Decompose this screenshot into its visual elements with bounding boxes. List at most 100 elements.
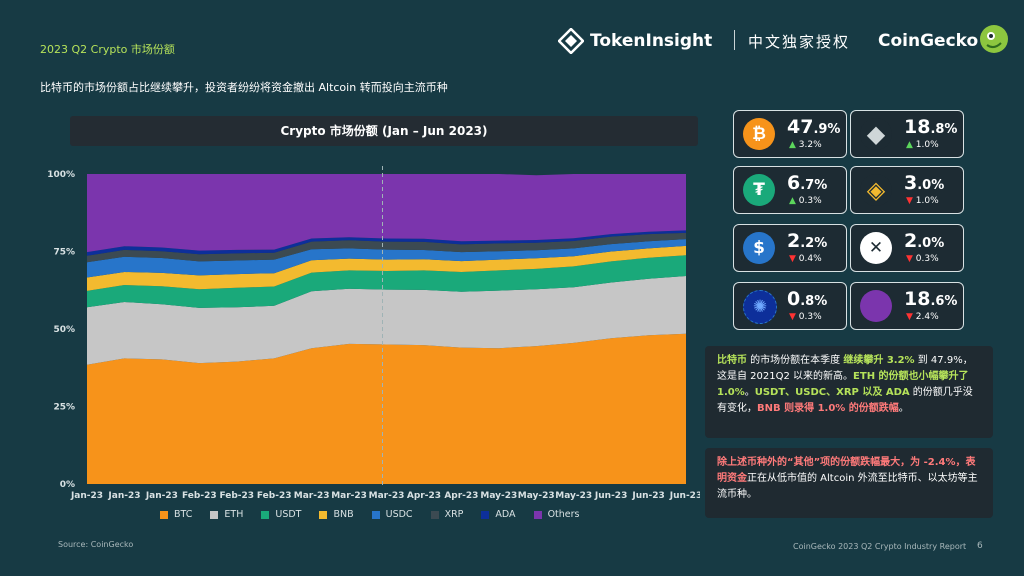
area-usdc xyxy=(87,239,686,278)
share-value: 47.9% xyxy=(787,116,841,138)
share-value: 6.7% xyxy=(787,172,828,194)
legend-swatch xyxy=(481,510,490,519)
note-stablecoins: USDT、USDC、XRP 以及 ADA xyxy=(754,387,910,398)
y-tick-label: 75% xyxy=(53,248,75,258)
legend-label: USDT xyxy=(275,509,302,520)
xrp-icon: ✕ xyxy=(860,232,892,264)
legend-item-eth: ETH xyxy=(210,509,243,520)
report-tag: 2023 Q2 Crypto 市场份额 xyxy=(40,43,175,56)
usdt-icon: ₮ xyxy=(743,174,775,206)
report-footer: CoinGecko 2023 Q2 Crypto Industry Report xyxy=(793,542,967,551)
note-eth-rise: ETH 的份额也小幅攀升了 1.0% xyxy=(717,371,969,398)
legend-swatch xyxy=(261,510,270,519)
x-tick-label: Feb-23 xyxy=(219,491,254,501)
legend-swatch xyxy=(210,510,219,519)
card-usdc: $2.2% ▼ 0.4% xyxy=(733,224,847,272)
x-tick-label: Feb-23 xyxy=(182,491,217,501)
usdc-icon: $ xyxy=(743,232,775,264)
btc-icon: ₿ xyxy=(743,118,775,150)
legend-swatch xyxy=(319,510,328,519)
legend-item-ada: ADA xyxy=(481,509,516,520)
legend-label: XRP xyxy=(444,509,464,520)
x-axis: Jan-23 Jan-23 Jan-23 Feb-23 Feb-23 Feb-23 Mar-… xyxy=(70,491,700,501)
card-eth: ◆ 18.8% ▲ 1.0% xyxy=(850,110,964,158)
y-tick-label: 100% xyxy=(47,170,75,180)
others-icon xyxy=(860,290,892,322)
note-btc: 比特币 xyxy=(717,355,747,366)
legend-label: BTC xyxy=(174,509,193,520)
legend-swatch xyxy=(430,510,439,519)
share-value: 2.0% xyxy=(904,230,945,252)
legend-item-others: Others xyxy=(533,509,580,520)
note-text: 的市场份额在本季度 xyxy=(747,355,844,366)
brand-divider xyxy=(734,30,735,50)
note-others-fall: 除上述币种外的“其他”项的份额跌幅最大，为 -2.4%，表明资金 xyxy=(717,457,976,484)
note-text: 的份额几乎没有变化， xyxy=(717,387,973,414)
area-btc xyxy=(87,333,686,484)
y-tick-label: 0% xyxy=(60,480,75,490)
note-text: 。 xyxy=(744,387,755,398)
legend-label: ETH xyxy=(224,509,244,520)
x-tick-label: Feb-23 xyxy=(257,491,292,501)
x-tick-label: May-23 xyxy=(518,491,555,501)
legend-swatch xyxy=(533,510,542,519)
card-xrp: ✕ 2.0% ▼ 0.3% xyxy=(850,224,964,272)
source-label: Source: CoinGecko xyxy=(58,540,134,549)
x-tick-label: Mar-23 xyxy=(331,491,367,501)
page-subtitle: 比特币的市场份额占比继续攀升，投资者纷纷将资金撤出 Altcoin 转而投向主流… xyxy=(40,81,448,94)
y-axis: 100% 75% 50% 25% 0% xyxy=(47,170,75,490)
x-tick-label: Jun-23 xyxy=(669,491,700,501)
x-tick-label: Jan-23 xyxy=(107,491,140,501)
tokeninsight-icon xyxy=(558,28,584,54)
chart-legend: BTC ETH USDT BNB USDC XRP ADA Others xyxy=(160,509,580,520)
legend-item-bnb: BNB xyxy=(319,509,354,520)
share-change: ▼ 0.3% xyxy=(789,312,822,322)
x-tick-label: Jun-23 xyxy=(631,491,664,501)
legend-label: Others xyxy=(547,509,580,520)
arrow-down-icon: ▼ xyxy=(906,196,916,206)
ada-icon: ✺ xyxy=(743,290,777,324)
note-text: 到 47.9%，这是自 2021Q2 以来的新高。 xyxy=(717,355,973,382)
share-change: ▼ 0.3% xyxy=(906,254,939,264)
legend-item-usdt: USDT xyxy=(261,509,301,520)
card-bnb: ◈ 3.0% ▼ 1.0% xyxy=(850,166,964,214)
market-share-chart: 100% 75% 50% 25% 0% Jan-23 Jan-23 Jan-23 Feb-23… xyxy=(47,166,700,501)
x-tick-label: Apr-23 xyxy=(407,491,441,501)
card-btc: ₿ 47.9% ▲ 3.2% xyxy=(733,110,847,158)
area-others xyxy=(87,174,686,253)
share-value: 2.2% xyxy=(787,230,828,252)
arrow-down-icon: ▼ xyxy=(789,312,799,322)
tokeninsight-logo: TokenInsight xyxy=(558,28,712,54)
legend-swatch xyxy=(160,510,168,519)
authorization-label: 中文独家授权 xyxy=(748,33,851,51)
legend-label: ADA xyxy=(495,509,516,520)
legend-item-xrp: XRP xyxy=(430,509,464,520)
note-bnb-fall: BNB 则录得 1.0% 的份额跌幅 xyxy=(757,403,899,414)
legend-swatch xyxy=(371,510,380,519)
share-value: 18.8% xyxy=(904,116,958,138)
arrow-up-icon: ▲ xyxy=(789,196,799,206)
x-tick-label: Jan-23 xyxy=(145,491,178,501)
area-xrp xyxy=(87,232,686,263)
share-value: 18.6% xyxy=(904,288,958,310)
chart-title: Crypto 市场份额 (Jan – Jun 2023) xyxy=(70,116,698,146)
legend-label: USDC xyxy=(385,509,413,520)
arrow-up-icon: ▲ xyxy=(789,140,799,150)
x-tick-label: Apr-23 xyxy=(444,491,478,501)
x-tick-label: Jan-23 xyxy=(70,491,103,501)
eth-icon: ◆ xyxy=(860,118,892,150)
share-change: ▼ 1.0% xyxy=(906,196,939,206)
share-change: ▲ 0.3% xyxy=(789,196,822,206)
arrow-down-icon: ▼ xyxy=(906,254,916,264)
share-value: 0.8% xyxy=(787,288,828,310)
y-tick-label: 25% xyxy=(53,403,75,413)
coingecko-gecko-icon xyxy=(980,25,1008,53)
x-tick-label: Mar-23 xyxy=(294,491,330,501)
y-tick-label: 50% xyxy=(53,325,75,335)
note-text: 正在从低市值的 Altcoin 外流至比特币、以太坊等主流币种。 xyxy=(717,473,978,500)
area-usdt xyxy=(87,255,686,308)
page-number: 6 xyxy=(977,541,983,551)
card-usdt: ₮ 6.7% ▲ 0.3% xyxy=(733,166,847,214)
x-tick-label: May-23 xyxy=(555,491,592,501)
x-tick-label: May-23 xyxy=(480,491,517,501)
